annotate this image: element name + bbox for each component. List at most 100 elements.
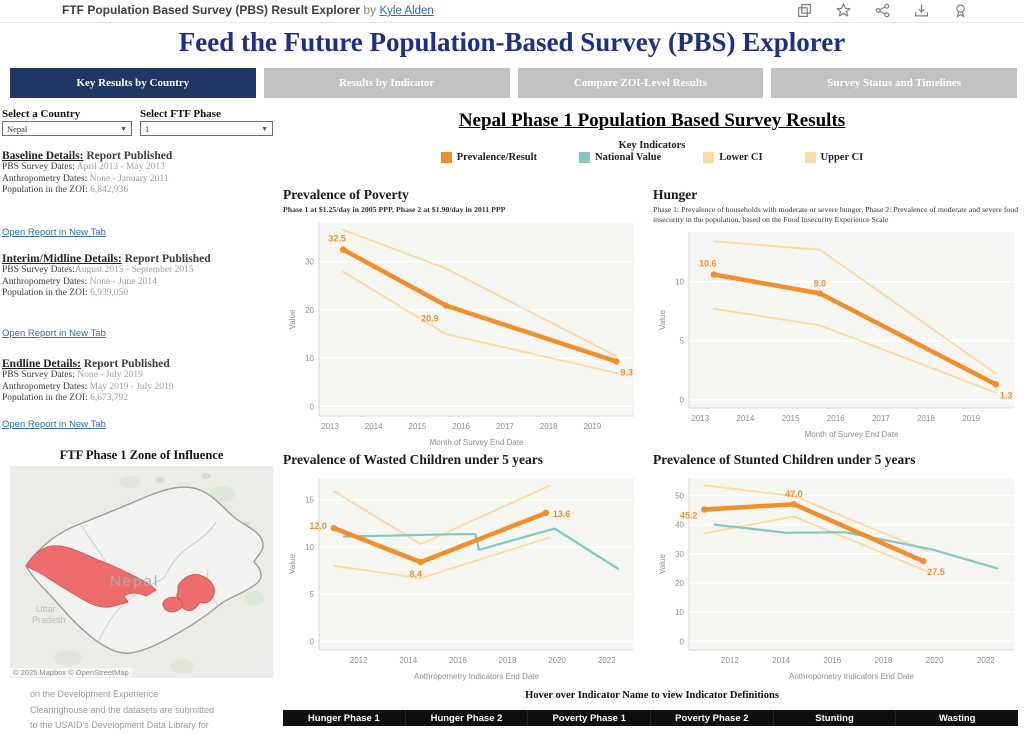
phase-select-value: 1 <box>145 123 150 134</box>
svg-text:2018: 2018 <box>540 422 558 431</box>
duplicate-icon[interactable] <box>797 3 812 18</box>
phase-select[interactable]: 1 ▼ <box>140 121 273 136</box>
chart-legend: Prevalence/Result National Value Lower C… <box>280 152 1024 163</box>
svg-text:5: 5 <box>310 590 315 599</box>
phase-filter-label: Select FTF Phase <box>140 108 221 120</box>
svg-text:2020: 2020 <box>548 656 566 665</box>
map-attribution[interactable]: © 2025 Mapbox © OpenStreetMap <box>10 668 132 677</box>
detail-row: PBS Survey Dates: April 2013 - May 2013 <box>2 162 165 172</box>
embed-title: FTF Population Based Survey (PBS) Result… <box>62 3 434 17</box>
svg-text:30: 30 <box>305 257 314 266</box>
tab-bar: Key Results by Country Results by Indica… <box>10 68 1017 98</box>
hover-hint: Hover over Indicator Name to view Indica… <box>525 690 779 701</box>
stunted-chart[interactable]: 0 10 20 30 40 50 2012 2014 2016 2018 2020 2022 Anthr… <box>653 470 1021 684</box>
author-link[interactable]: Kyle Alden <box>379 5 434 17</box>
svg-text:10: 10 <box>675 278 684 287</box>
embed-toolbar <box>797 3 968 18</box>
open-report-link[interactable]: Open Report in New Tab <box>2 327 106 339</box>
report-status: Report Published <box>86 150 173 162</box>
svg-text:2014: 2014 <box>737 414 755 423</box>
chart-title: Prevalence of Poverty <box>283 187 409 202</box>
wasted-chart-block: Prevalence of Wasted Children under 5 ye… <box>283 452 641 689</box>
svg-text:9.0: 9.0 <box>814 278 827 288</box>
embed-header: FTF Population Based Survey (PBS) Result… <box>0 0 1024 22</box>
svg-text:47.0: 47.0 <box>785 489 803 499</box>
svg-text:2019: 2019 <box>584 422 602 431</box>
page-title: Feed the Future Population-Based Survey … <box>178 27 846 57</box>
indicator-hunger-phase-1[interactable]: Hunger Phase 1 <box>283 710 406 726</box>
svg-text:2014: 2014 <box>399 656 417 665</box>
svg-text:13.6: 13.6 <box>553 509 571 519</box>
open-report-link[interactable]: Open Report in New Tab <box>2 418 106 430</box>
baseline-details-section: Baseline Details: Report Published PBS S… <box>2 150 274 240</box>
svg-text:0: 0 <box>680 396 685 405</box>
svg-text:2016: 2016 <box>452 422 470 431</box>
zoi-region-west[interactable] <box>25 545 157 608</box>
map-heading: FTF Phase 1 Zone of Influence <box>59 448 224 462</box>
svg-text:Value: Value <box>658 554 667 574</box>
svg-text:9.3: 9.3 <box>621 367 634 377</box>
legend-item-national-value[interactable]: National Value <box>579 152 661 163</box>
zoi-region-east-small[interactable] <box>162 596 184 613</box>
indicator-bar: Hunger Phase 1 Hunger Phase 2 Poverty Ph… <box>283 710 1019 726</box>
legend-item-prevalence-result[interactable]: Prevalence/Result <box>440 152 537 163</box>
svg-text:2014: 2014 <box>365 422 383 431</box>
indicator-poverty-phase-1[interactable]: Poverty Phase 1 <box>528 710 652 726</box>
hunger-chart-block: Hunger Phase 1: Prevalence of households… <box>653 187 1021 447</box>
wasted-chart[interactable]: 0 5 10 15 2012 2014 2016 2018 2020 2022 Anthropome… <box>283 470 641 684</box>
svg-text:30: 30 <box>675 550 684 559</box>
map-region-label-line1: Uttar <box>36 604 56 614</box>
section-heading: Baseline Details: <box>2 150 84 162</box>
svg-text:8.4: 8.4 <box>409 569 422 579</box>
download-icon[interactable] <box>914 3 929 18</box>
chevron-down-icon: ▼ <box>261 124 268 133</box>
country-select[interactable]: Nepal ▼ <box>2 121 132 136</box>
svg-text:2015: 2015 <box>409 422 427 431</box>
share-icon[interactable] <box>875 3 890 18</box>
svg-text:20: 20 <box>305 305 314 314</box>
footer-note-line: on the Development Experience <box>30 689 159 699</box>
svg-text:45.2: 45.2 <box>680 511 698 521</box>
poverty-chart[interactable]: 0 10 20 30 2013 2014 2015 2016 2017 2018 2019 Month… <box>283 215 641 450</box>
svg-text:10: 10 <box>305 543 314 552</box>
svg-text:0: 0 <box>310 402 315 411</box>
footer-note: on the Development Experience Clearingho… <box>30 687 214 734</box>
map-region-label-line2: Pradesh <box>32 615 66 625</box>
tab-survey-status-and-timelines[interactable]: Survey Status and Timelines <box>771 68 1017 98</box>
svg-text:Value: Value <box>288 554 297 574</box>
zoi-map[interactable]: Nepal Uttar Pradesh © 2025 Mapbox © Open… <box>10 466 273 678</box>
detail-row: Anthropometry Dates: None - June 2014 <box>2 276 157 287</box>
poverty-chart-block: Prevalence of Poverty Phase 1 at $1.25/d… <box>283 187 641 455</box>
svg-text:2014: 2014 <box>772 656 790 665</box>
tab-key-results-by-country[interactable]: Key Results by Country <box>10 68 256 98</box>
legend-item-lower-ci[interactable]: Lower CI <box>703 152 763 163</box>
svg-text:2018: 2018 <box>917 414 935 423</box>
indicator-wasting[interactable]: Wasting <box>896 710 1019 726</box>
svg-text:50: 50 <box>675 491 684 500</box>
zoi-map-canvas[interactable]: Nepal Uttar Pradesh <box>10 466 273 678</box>
badge-icon[interactable] <box>953 3 968 18</box>
svg-text:32.5: 32.5 <box>328 233 346 243</box>
tab-results-by-indicator[interactable]: Results by Indicator <box>263 68 510 98</box>
chart-title: Hunger <box>653 187 698 202</box>
tab-compare-zoi-level-results[interactable]: Compare ZOI-Level Results <box>517 68 764 98</box>
detail-row: Population in the ZOI: 6,939,050 <box>2 288 129 298</box>
hunger-chart[interactable]: 0 5 10 2013 2014 2015 2016 2017 2018 2019 Month of… <box>653 224 1021 442</box>
section-heading: Interim/Midline Details: <box>2 253 122 265</box>
indicator-hunger-phase-2[interactable]: Hunger Phase 2 <box>405 710 529 726</box>
detail-row: Population in the ZOI: 6,673,792 <box>2 393 129 403</box>
svg-text:Value: Value <box>288 309 297 329</box>
legend-label: Lower CI <box>719 152 763 163</box>
svg-text:2013: 2013 <box>321 422 339 431</box>
svg-text:5: 5 <box>680 337 685 346</box>
svg-text:2012: 2012 <box>721 656 739 665</box>
svg-text:12.0: 12.0 <box>309 521 327 531</box>
stunted-chart-block: Prevalence of Stunted Children under 5 y… <box>653 452 1021 689</box>
open-report-link[interactable]: Open Report in New Tab <box>2 226 106 238</box>
indicator-poverty-phase-2[interactable]: Poverty Phase 2 <box>651 710 774 726</box>
star-icon[interactable] <box>836 3 851 18</box>
svg-text:Anthropometry Indicators End D: Anthropometry Indicators End Date <box>414 672 540 681</box>
legend-item-upper-ci[interactable]: Upper CI <box>804 152 863 163</box>
indicator-stunting[interactable]: Stunting <box>773 710 897 726</box>
